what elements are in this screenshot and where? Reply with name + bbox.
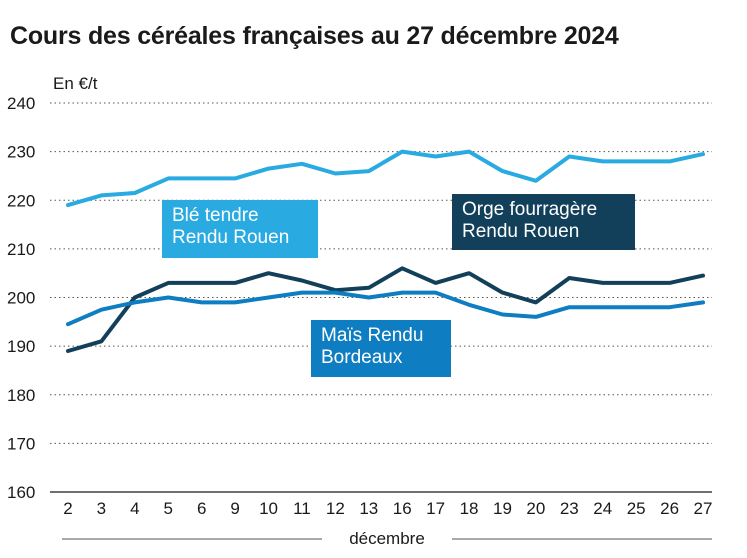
x-tick-label: 9	[230, 499, 239, 518]
x-tick-label: 3	[97, 499, 106, 518]
y-tick-labels: 160 170 180 190 200 210 220 230 240	[7, 94, 35, 502]
series-label-orge-fourragere: Orge fourragère Rendu Rouen	[452, 194, 635, 250]
series-label-line: Blé tendre	[172, 205, 259, 226]
x-tick-label: 10	[259, 499, 278, 518]
x-tick-labels: 2 3 4 5 6 9 10 11 12 13 16 17 18 19 20 23 24 25 26 27	[63, 499, 712, 518]
x-tick-label: 2	[63, 499, 72, 518]
x-tick-label: 18	[460, 499, 479, 518]
x-tick-label: 20	[526, 499, 545, 518]
y-tick-label: 160	[7, 483, 35, 502]
x-tick-label: 27	[694, 499, 713, 518]
series-label-ble-tendre: Blé tendre Rendu Rouen	[162, 200, 318, 258]
x-tick-label: 12	[326, 499, 345, 518]
x-tick-label: 6	[197, 499, 206, 518]
series-label-line: Maïs Rendu	[321, 325, 424, 346]
x-tick-label: 19	[493, 499, 512, 518]
y-axis-label: En €/t	[53, 74, 98, 93]
series-label-line: Rendu Rouen	[462, 221, 580, 242]
y-tick-label: 210	[7, 240, 35, 259]
x-tick-label: 25	[627, 499, 646, 518]
y-tick-label: 240	[7, 94, 35, 113]
series-label-line: Orge fourragère	[462, 199, 598, 220]
x-tick-label: 16	[393, 499, 412, 518]
series-label-line: Rendu Rouen	[172, 227, 290, 248]
x-tick-label: 17	[426, 499, 445, 518]
y-tick-label: 180	[7, 386, 35, 405]
series-line-2	[66, 290, 705, 327]
y-tick-label: 220	[7, 191, 35, 210]
series-line-0	[66, 149, 705, 208]
series-lines	[66, 149, 705, 353]
x-tick-label: 26	[660, 499, 679, 518]
x-tick-label: 13	[359, 499, 378, 518]
x-tick-label: 24	[593, 499, 612, 518]
x-tick-label: 11	[293, 499, 311, 518]
y-tick-label: 200	[7, 289, 35, 308]
gridlines	[50, 102, 712, 493]
chart-title: Cours des céréales françaises au 27 déce…	[10, 22, 619, 50]
series-label-line: Bordeaux	[321, 347, 403, 368]
y-tick-label: 230	[7, 143, 35, 162]
x-axis-label: décembre	[349, 529, 425, 548]
y-tick-label: 190	[7, 337, 35, 356]
y-tick-label: 170	[7, 434, 35, 453]
x-tick-label: 23	[560, 499, 579, 518]
x-tick-label: 4	[130, 499, 139, 518]
x-tick-label: 5	[164, 499, 173, 518]
series-line-1	[66, 266, 705, 353]
series-label-mais: Maïs Rendu Bordeaux	[311, 320, 451, 377]
